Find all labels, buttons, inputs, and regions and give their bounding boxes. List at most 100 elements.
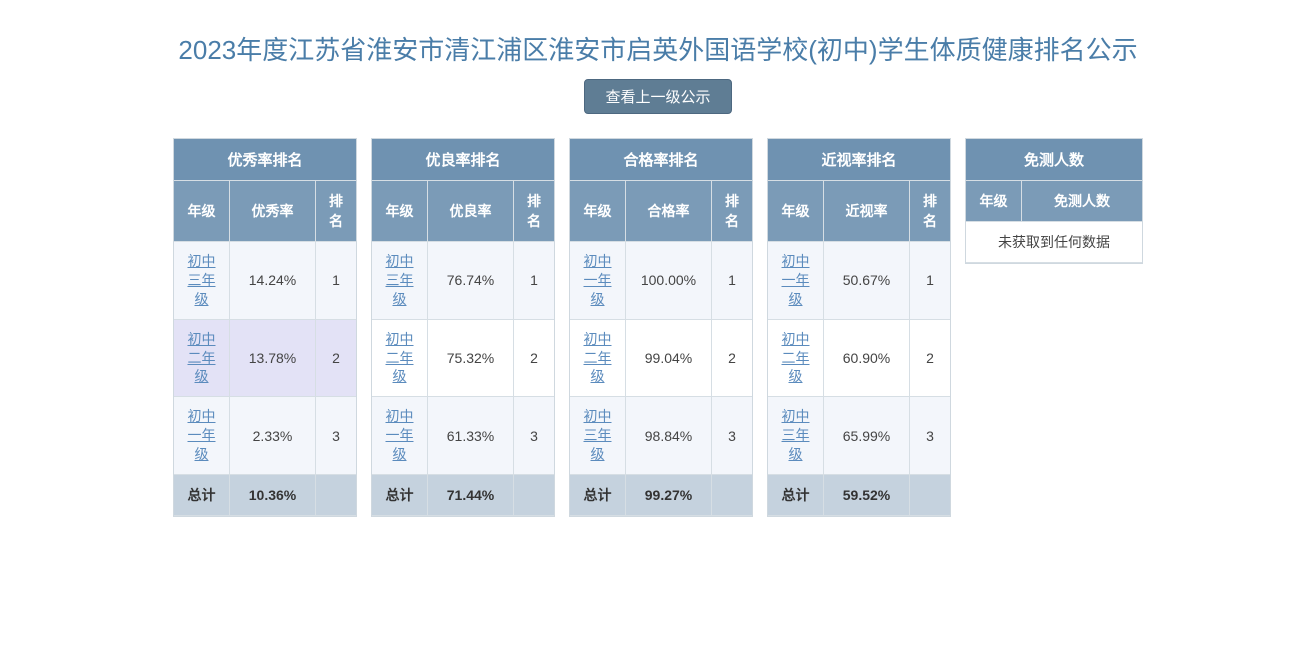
table-row: 初中一年级 50.67%1 (768, 242, 950, 320)
col-value-header: 优良率 (428, 181, 514, 242)
view-parent-button[interactable]: 查看上一级公示 (584, 79, 731, 114)
value-cell: 60.90% (824, 320, 910, 398)
col-grade-header: 年级 (768, 181, 824, 242)
grade-link[interactable]: 初中二年级 (188, 330, 216, 387)
grade-link[interactable]: 初中一年级 (782, 252, 810, 309)
rank-table: 合格率排名年级合格率排名初中一年级100.00%1初中二年级99.04%2初中三… (569, 138, 753, 517)
table-row: 初中三年级 76.74%1 (372, 242, 554, 320)
grade-cell: 初中一年级 (768, 242, 824, 320)
total-label: 总计 (768, 475, 824, 516)
grade-cell: 初中一年级 (174, 397, 230, 475)
table-row: 初中二年级 99.04%2 (570, 320, 752, 398)
grade-link[interactable]: 初中二年级 (584, 330, 612, 387)
table-row: 初中三年级 98.84%3 (570, 397, 752, 475)
grade-link[interactable]: 初中二年级 (782, 330, 810, 387)
grade-cell: 初中三年级 (174, 242, 230, 320)
grade-link[interactable]: 初中一年级 (584, 252, 612, 309)
total-value: 99.27% (626, 475, 712, 516)
rank-table: 优秀率排名年级优秀率排名初中三年级14.24%1初中二年级13.78%2初中一年… (173, 138, 357, 517)
table-row: 初中一年级 61.33%3 (372, 397, 554, 475)
rank-cell: 2 (514, 320, 554, 398)
table-row: 初中一年级2.33%3 (174, 397, 356, 475)
button-row: 查看上一级公示 (20, 79, 1296, 114)
col-value-header: 近视率 (824, 181, 910, 242)
total-empty (712, 475, 752, 516)
col-grade-header: 年级 (570, 181, 626, 242)
value-cell: 14.24% (230, 242, 316, 320)
col-grade-header: 年级 (174, 181, 230, 242)
total-label: 总计 (570, 475, 626, 516)
table-row: 初中三年级 14.24%1 (174, 242, 356, 320)
grade-cell: 初中三年级 (768, 397, 824, 475)
grade-link[interactable]: 初中三年级 (782, 407, 810, 464)
total-row: 总计10.36% (174, 475, 356, 516)
total-value: 59.52% (824, 475, 910, 516)
value-cell: 76.74% (428, 242, 514, 320)
col-rank-header: 排名 (910, 181, 950, 242)
rank-cell: 2 (910, 320, 950, 398)
grade-cell: 初中一年级 (570, 242, 626, 320)
rank-cell: 2 (316, 320, 356, 398)
value-cell: 13.78% (230, 320, 316, 398)
grade-cell: 初中二年级 (570, 320, 626, 398)
table-title: 优良率排名 (372, 139, 554, 181)
value-cell: 50.67% (824, 242, 910, 320)
grade-link[interactable]: 初中一年级 (188, 407, 216, 464)
rank-cell: 1 (514, 242, 554, 320)
grade-link[interactable]: 初中一年级 (386, 407, 414, 464)
total-row: 总计99.27% (570, 475, 752, 516)
table-row: 初中一年级100.00%1 (570, 242, 752, 320)
total-row: 总计59.52% (768, 475, 950, 516)
table-row: 初中二年级 75.32%2 (372, 320, 554, 398)
table-title: 优秀率排名 (174, 139, 356, 181)
table-row: 初中二年级 60.90%2 (768, 320, 950, 398)
grade-cell: 初中二年级 (768, 320, 824, 398)
total-empty (316, 475, 356, 516)
rank-table: 优良率排名年级优良率排名初中三年级76.74%1初中二年级75.32%2初中一年… (371, 138, 555, 517)
empty-row: 未获取到任何数据 (966, 222, 1142, 263)
col-rank-header: 排名 (712, 181, 752, 242)
value-cell: 65.99% (824, 397, 910, 475)
rank-cell: 3 (712, 397, 752, 475)
grade-link[interactable]: 初中三年级 (584, 407, 612, 464)
value-cell: 98.84% (626, 397, 712, 475)
col-grade-header: 年级 (966, 181, 1022, 222)
total-label: 总计 (174, 475, 230, 516)
total-empty (514, 475, 554, 516)
value-cell: 99.04% (626, 320, 712, 398)
table-title: 免测人数 (966, 139, 1142, 181)
col-grade-header: 年级 (372, 181, 428, 242)
col-rank-header: 排名 (316, 181, 356, 242)
value-cell: 75.32% (428, 320, 514, 398)
value-cell: 2.33% (230, 397, 316, 475)
rank-cell: 1 (316, 242, 356, 320)
col-value-header: 合格率 (626, 181, 712, 242)
total-label: 总计 (372, 475, 428, 516)
grade-cell: 初中三年级 (372, 242, 428, 320)
rank-cell: 3 (910, 397, 950, 475)
grade-link[interactable]: 初中三年级 (386, 252, 414, 309)
rank-cell: 2 (712, 320, 752, 398)
exempt-table: 免测人数年级免测人数未获取到任何数据 (965, 138, 1143, 264)
total-empty (910, 475, 950, 516)
total-value: 71.44% (428, 475, 514, 516)
grade-cell: 初中二年级 (174, 320, 230, 398)
grade-cell: 初中三年级 (570, 397, 626, 475)
tables-container: 优秀率排名年级优秀率排名初中三年级14.24%1初中二年级13.78%2初中一年… (20, 138, 1296, 517)
total-row: 总计71.44% (372, 475, 554, 516)
value-cell: 61.33% (428, 397, 514, 475)
total-value: 10.36% (230, 475, 316, 516)
table-row: 初中三年级 65.99%3 (768, 397, 950, 475)
empty-message: 未获取到任何数据 (966, 222, 1142, 263)
rank-table: 近视率排名年级近视率排名初中一年级50.67%1初中二年级60.90%2初中三年… (767, 138, 951, 517)
col-value-header: 免测人数 (1022, 181, 1142, 222)
rank-cell: 3 (514, 397, 554, 475)
col-value-header: 优秀率 (230, 181, 316, 242)
grade-cell: 初中一年级 (372, 397, 428, 475)
rank-cell: 1 (712, 242, 752, 320)
table-title: 合格率排名 (570, 139, 752, 181)
rank-cell: 1 (910, 242, 950, 320)
col-rank-header: 排名 (514, 181, 554, 242)
grade-link[interactable]: 初中二年级 (386, 330, 414, 387)
grade-link[interactable]: 初中三年级 (188, 252, 216, 309)
